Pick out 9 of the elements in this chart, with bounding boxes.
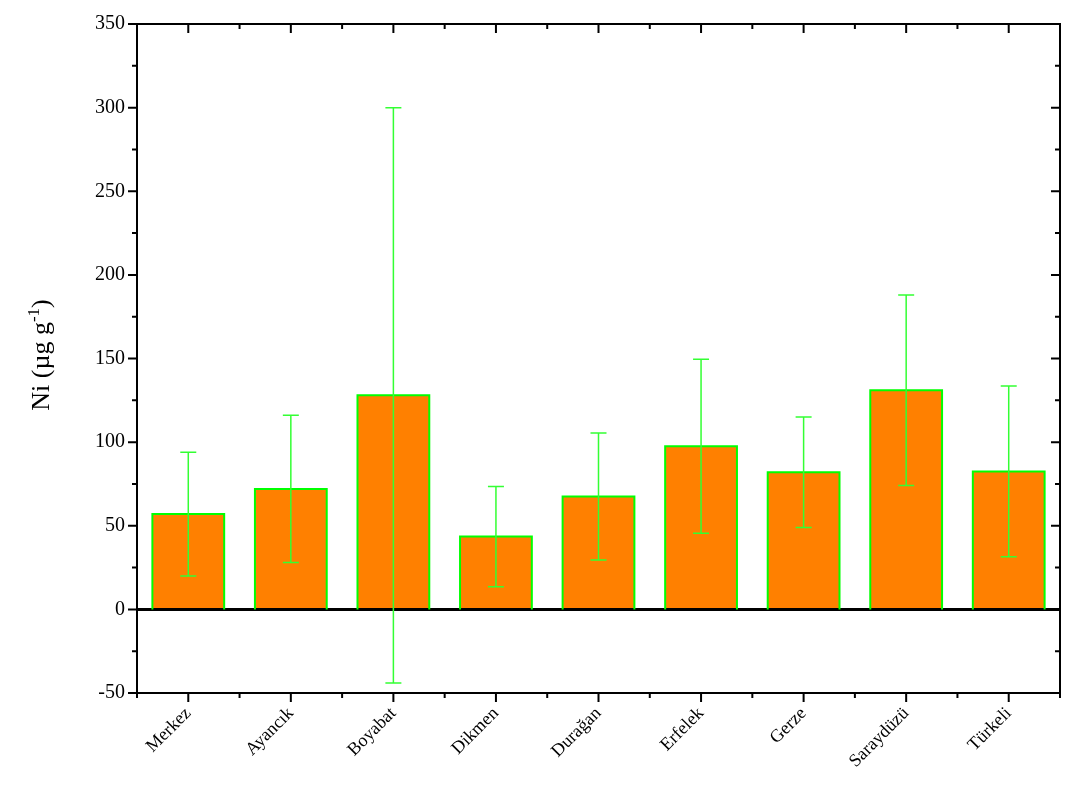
y-tick-label: 300 — [95, 94, 125, 117]
y-tick-label: -50 — [98, 680, 125, 703]
y-tick-label: 200 — [95, 262, 125, 285]
y-tick-label: 100 — [95, 429, 125, 452]
y-tick-label: 50 — [105, 513, 125, 535]
y-tick-label: 350 — [95, 11, 125, 34]
y-tick-label: 0 — [115, 596, 125, 619]
y-tick-label: 250 — [95, 178, 125, 201]
y-tick-label: 150 — [95, 345, 125, 368]
